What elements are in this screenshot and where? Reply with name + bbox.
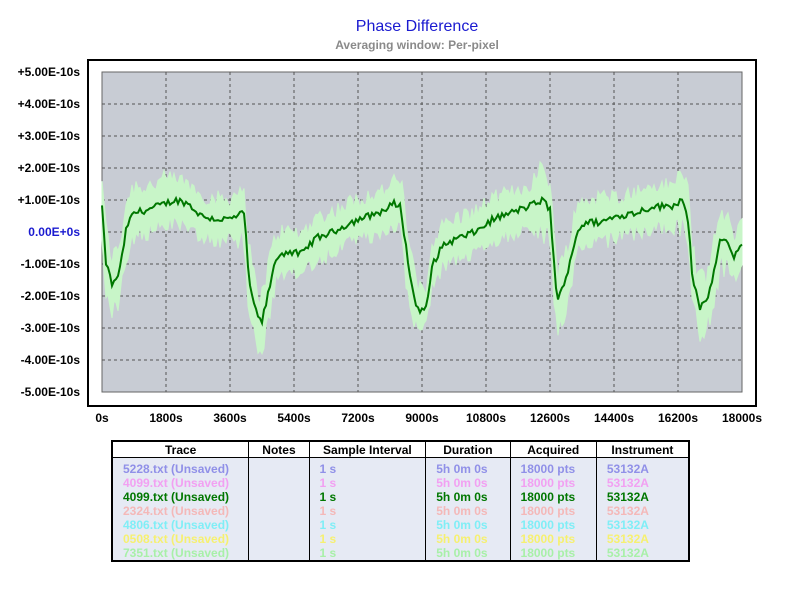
table-body: 5228.txt (Unsaved) 1 s 5h 0m 0s 18000 pts 53… — [113, 457, 688, 560]
column-header: Acquired — [510, 442, 597, 458]
chart-subtitle: Averaging window: Per-pixel — [335, 38, 499, 52]
series-band — [101, 160, 743, 355]
column-header: Instrument — [596, 442, 688, 458]
cell-trace: 2324.txt (Unsaved) — [113, 504, 250, 518]
cell-instrument: 53132A — [606, 532, 649, 546]
cell-notes — [248, 532, 310, 546]
cell-acquired: 18000 pts — [510, 546, 597, 560]
y-tick-label: -1.00E-10s — [21, 257, 81, 271]
cell-duration: 5h 0m 0s — [425, 518, 511, 532]
cell-interval: 1 s — [309, 504, 427, 518]
y-tick-label: +2.00E-10s — [18, 161, 81, 175]
table-row[interactable]: 7351.txt (Unsaved) 1 s 5h 0m 0s 18000 pts 53… — [113, 546, 688, 560]
cell-notes — [248, 518, 310, 532]
y-tick-label: +5.00E-10s — [18, 65, 81, 79]
cell-trace: 4099.txt (Unsaved) — [113, 476, 250, 490]
cell-trace: 4806.txt (Unsaved) — [113, 518, 250, 532]
y-axis-labels: +5.00E-10s +4.00E-10s +3.00E-10s +2.00E-10s… — [18, 65, 81, 399]
cell-instrument: 53132A — [606, 476, 649, 490]
cell-notes — [248, 457, 310, 476]
y-tick-label: -5.00E-10s — [21, 385, 81, 399]
y-tick-label: +1.00E-10s — [18, 193, 81, 207]
cell-instrument: 53132A — [606, 518, 649, 532]
y-tick-label: -2.00E-10s — [21, 289, 81, 303]
cell-trace: 0508.txt (Unsaved) — [113, 532, 250, 546]
table-row[interactable]: 4099.txt (Unsaved) 1 s 5h 0m 0s 18000 pts 53… — [113, 476, 688, 490]
cell-notes — [248, 490, 310, 504]
table-row[interactable]: 2324.txt (Unsaved) 1 s 5h 0m 0s 18000 pts 53… — [113, 504, 688, 518]
series-layer — [101, 195, 743, 327]
cell-duration: 5h 0m 0s — [425, 490, 511, 504]
y-tick-label: -4.00E-10s — [21, 353, 81, 367]
cell-notes — [248, 546, 310, 560]
x-tick-label: 12600s — [530, 411, 570, 425]
phase-difference-chart: +5.00E-10s +4.00E-10s +3.00E-10s +2.00E-10s… — [18, 59, 762, 425]
cell-interval: 1 s — [309, 532, 427, 546]
cell-acquired: 18000 pts — [510, 518, 597, 532]
cell-interval: 1 s — [309, 546, 427, 560]
cell-trace: 4099.txt (Unsaved) — [113, 490, 250, 504]
cell-acquired: 18000 pts — [510, 476, 597, 490]
table-row[interactable]: 4806.txt (Unsaved) 1 s 5h 0m 0s 18000 pts 53… — [113, 518, 688, 532]
cell-acquired: 18000 pts — [510, 504, 597, 518]
cell-duration: 5h 0m 0s — [425, 457, 511, 476]
y-tick-label: +4.00E-10s — [18, 97, 81, 111]
x-tick-label: 16200s — [658, 411, 698, 425]
x-tick-label: 10800s — [466, 411, 506, 425]
column-header: Notes — [248, 442, 310, 458]
x-tick-label: 5400s — [277, 411, 311, 425]
x-tick-label: 1800s — [149, 411, 183, 425]
cell-interval: 1 s — [309, 457, 427, 476]
x-tick-label: 7200s — [341, 411, 375, 425]
cell-duration: 5h 0m 0s — [425, 504, 511, 518]
x-tick-label: 9000s — [405, 411, 439, 425]
x-tick-label: 0s — [95, 411, 109, 425]
y-tick-label: 0.00E+0s — [28, 225, 80, 239]
table-row[interactable]: 0508.txt (Unsaved) 1 s 5h 0m 0s 18000 pts 53… — [113, 532, 688, 546]
table-row[interactable]: 4099.txt (Unsaved) 1 s 5h 0m 0s 18000 pts 53… — [113, 490, 688, 504]
y-tick-label: -3.00E-10s — [21, 321, 81, 335]
cell-notes — [248, 504, 310, 518]
cell-duration: 5h 0m 0s — [425, 546, 511, 560]
column-header: Sample Interval — [309, 442, 427, 458]
band-layer — [101, 160, 743, 355]
cell-interval: 1 s — [309, 490, 427, 504]
cell-interval: 1 s — [309, 476, 427, 490]
cell-duration: 5h 0m 0s — [425, 532, 511, 546]
cell-acquired: 18000 pts — [510, 457, 597, 476]
series-line — [101, 195, 743, 327]
chart-title: Phase Difference — [355, 18, 479, 35]
x-tick-label: 3600s — [213, 411, 247, 425]
cell-acquired: 18000 pts — [510, 532, 597, 546]
x-tick-label: 14400s — [594, 411, 634, 425]
column-header: Duration — [425, 442, 511, 458]
column-header: Trace — [113, 442, 250, 458]
cell-duration: 5h 0m 0s — [425, 476, 511, 490]
cell-trace: 7351.txt (Unsaved) — [113, 546, 250, 560]
x-axis-labels: 0s 1800s 3600s 5400s 7200s 9000s 10800s 12600s 1… — [95, 411, 762, 425]
cell-instrument: 53132A — [606, 462, 649, 476]
y-tick-label: +3.00E-10s — [18, 129, 81, 143]
cell-instrument: 53132A — [606, 490, 649, 504]
cell-instrument: 53132A — [606, 546, 649, 560]
table-header-row: Trace Notes Sample Interval Duration Acquire… — [113, 442, 688, 458]
cell-acquired: 18000 pts — [510, 490, 597, 504]
cell-notes — [248, 476, 310, 490]
cell-trace: 5228.txt (Unsaved) — [113, 457, 250, 476]
cell-interval: 1 s — [309, 518, 427, 532]
x-tick-label: 18000s — [722, 411, 762, 425]
table-row[interactable]: 5228.txt (Unsaved) 1 s 5h 0m 0s 18000 pts 53… — [113, 457, 688, 476]
cell-instrument: 53132A — [606, 504, 649, 518]
trace-table: Trace Notes Sample Interval Duration Acquire… — [111, 440, 690, 562]
